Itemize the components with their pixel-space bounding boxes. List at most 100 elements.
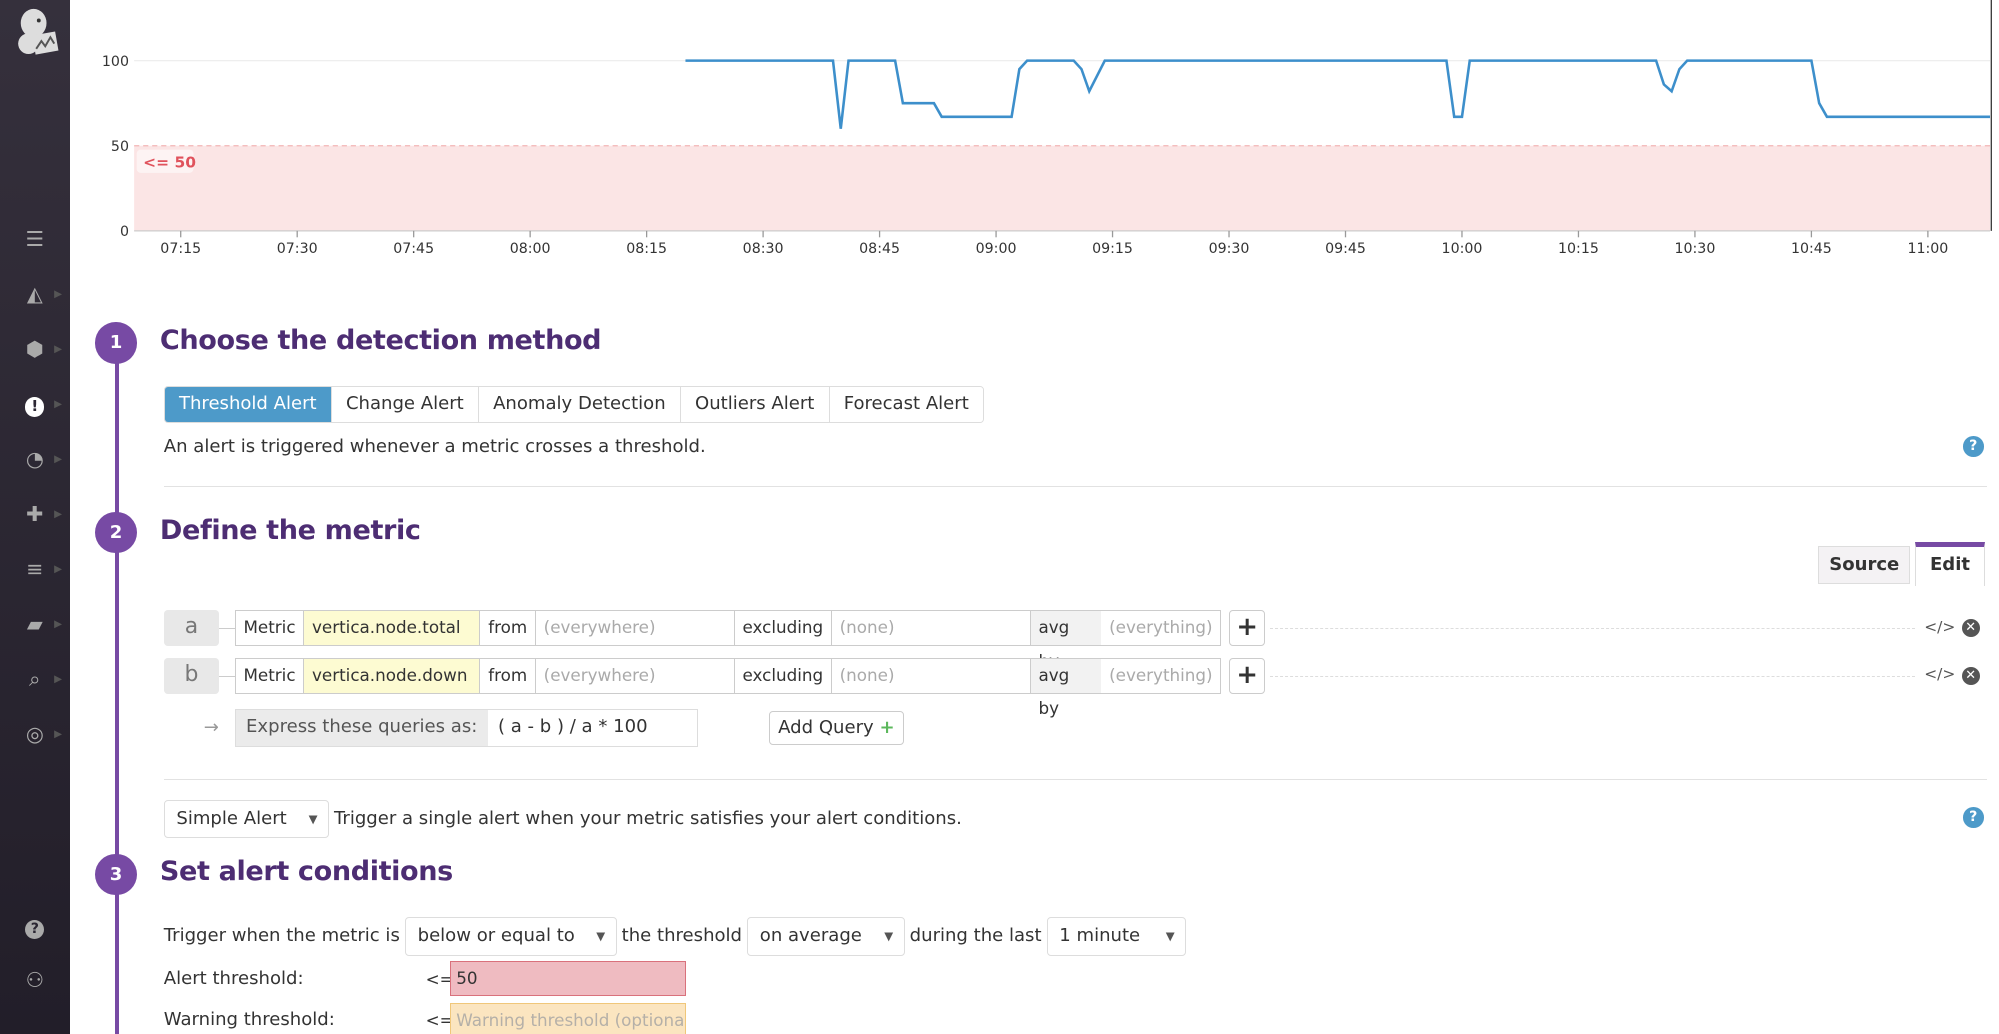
window-select[interactable]: 1 minute ▼ (1046, 916, 1186, 956)
search-list-icon[interactable]: ⌕ (29, 666, 41, 691)
x-tick-label: 09:30 (1209, 241, 1250, 257)
gauge-icon[interactable]: ◔ (25, 447, 44, 472)
alert-type-description: Trigger a single alert when your metric … (334, 807, 962, 829)
add-function-button[interactable]: + (1229, 610, 1266, 647)
step-2-badge: 2 (95, 512, 137, 554)
formula-input[interactable]: ( a - b ) / a * 100 (497, 716, 648, 738)
detection-method-tabs: Threshold Alert Change Alert Anomaly Det… (163, 385, 984, 423)
divider (163, 486, 1988, 488)
area-chart-icon[interactable]: ◭ (26, 282, 43, 307)
datadog-logo[interactable] (13, 5, 59, 57)
x-tick-label: 10:30 (1675, 241, 1716, 257)
tab-anomaly-detection[interactable]: Anomaly Detection (478, 386, 681, 422)
arrow-right-icon: → (203, 717, 219, 739)
step-1-title: Choose the detection method (159, 325, 602, 356)
caret-down-icon: ▼ (884, 928, 894, 943)
aggregation-select[interactable]: on average ▼ (747, 916, 905, 956)
trigger-row: Trigger when the metric is below or equa… (163, 916, 1186, 956)
warning-threshold-label: Warning threshold: (163, 1008, 335, 1030)
excluding-input[interactable]: (none) (832, 611, 1031, 646)
chevron-right-icon: ▶ (54, 398, 63, 411)
comparison-select[interactable]: below or equal to ▼ (405, 916, 617, 956)
help-icon[interactable]: ? (1962, 807, 1984, 828)
y-tick-label: 0 (120, 224, 129, 240)
exclamation-icon[interactable]: ! (15, 389, 54, 420)
tab-edit[interactable]: Edit (1915, 541, 1985, 586)
add-query-button[interactable]: Add Query + (768, 710, 905, 746)
tab-change-alert[interactable]: Change Alert (331, 386, 479, 422)
x-tick-label: 08:45 (859, 241, 900, 257)
step-3-badge: 3 (95, 853, 137, 896)
hexagons-icon[interactable]: ⬢ (25, 337, 44, 362)
chevron-right-icon: ▶ (54, 343, 63, 356)
metric-input[interactable]: vertica.node.down (304, 658, 481, 693)
avg-by-label: avg by (1030, 611, 1102, 671)
add-function-button[interactable]: + (1229, 657, 1266, 694)
query-row: Metric vertica.node.total from (everywhe… (234, 610, 1222, 671)
chevron-right-icon: ▶ (54, 508, 63, 521)
metric-label: Metric (236, 658, 305, 693)
tab-source[interactable]: Source (1818, 545, 1911, 585)
trigger-prefix: Trigger when the metric is (163, 924, 400, 946)
tab-forecast-alert[interactable]: Forecast Alert (829, 386, 983, 422)
alert-threshold-label: Alert threshold: (163, 967, 304, 989)
list-icon[interactable]: ☰ (25, 227, 45, 252)
alert-type-select[interactable]: Simple Alert ▼ (163, 799, 329, 839)
caret-down-icon: ▼ (596, 928, 606, 943)
metric-input[interactable]: vertica.node.total (304, 611, 481, 646)
help-icon[interactable]: ? (15, 911, 54, 942)
x-tick-label: 09:45 (1325, 241, 1366, 257)
comparison-value: below or equal to (417, 924, 575, 946)
steps-timeline (114, 343, 119, 1034)
puzzle-icon[interactable]: ✚ (26, 502, 44, 527)
excluding-label: excluding (735, 658, 832, 693)
plus-icon: + (879, 716, 895, 738)
code-icon[interactable]: </> (1924, 617, 1956, 636)
team-icon[interactable]: ⚇ (25, 967, 45, 992)
dotted-line (1270, 675, 1916, 677)
threshold-region (134, 145, 1991, 231)
chevron-right-icon: ▶ (54, 453, 63, 466)
step-3-title: Set alert conditions (159, 856, 453, 888)
tab-threshold-alert[interactable]: Threshold Alert (164, 386, 332, 422)
avg-by-label: avg by (1030, 658, 1102, 718)
notebook-icon[interactable]: ▰ (26, 611, 43, 636)
x-tick-label: 07:45 (393, 241, 434, 257)
remove-query-icon[interactable]: ✕ (1961, 666, 1980, 685)
filter-icon[interactable]: ≡ (26, 557, 44, 582)
alert-threshold-input[interactable]: 50 (450, 960, 687, 996)
during-text: during the last (909, 924, 1042, 946)
chevron-right-icon: ▶ (54, 617, 63, 630)
code-icon[interactable]: </> (1924, 665, 1956, 684)
connector (219, 675, 235, 677)
metric-chart: <= 50 0 50 100 07:15 07:30 07:45 08:00 08:15 08:3… (102, 0, 1992, 257)
step-1-badge: 1 (95, 322, 137, 364)
avg-by-input[interactable]: (everything) (1109, 664, 1213, 685)
x-tick-label: 09:15 (1092, 241, 1133, 257)
excluding-input[interactable]: (none) (832, 658, 1031, 693)
avg-by-input[interactable]: (everything) (1109, 617, 1213, 638)
query-row: Metric vertica.node.down from (everywher… (234, 657, 1222, 718)
alert-type-value: Simple Alert (176, 807, 287, 829)
window-value: 1 minute (1059, 924, 1141, 946)
aggregation-value: on average (759, 924, 862, 946)
threshold-label-bg (136, 149, 194, 173)
caret-down-icon: ▼ (308, 811, 318, 826)
excluding-label: excluding (735, 611, 832, 646)
globe-icon[interactable]: ◎ (25, 721, 44, 746)
from-input[interactable]: (everywhere) (536, 658, 735, 693)
query-letter: b (163, 657, 220, 694)
warning-threshold-input[interactable]: Warning threshold (optional (450, 1003, 687, 1034)
alert-operator: <= (425, 968, 454, 989)
from-input[interactable]: (everywhere) (536, 611, 735, 646)
series-line (685, 59, 1991, 129)
chevron-right-icon: ▶ (54, 672, 63, 685)
detection-description: An alert is triggered whenever a metric … (163, 435, 706, 457)
chevron-right-icon: ▶ (54, 563, 63, 576)
divider (163, 778, 1988, 781)
tab-outliers-alert[interactable]: Outliers Alert (680, 386, 830, 422)
add-query-label: Add Query (778, 716, 874, 738)
help-icon[interactable]: ? (1962, 435, 1984, 457)
remove-query-icon[interactable]: ✕ (1961, 619, 1980, 638)
x-tick-label: 07:30 (277, 241, 318, 257)
